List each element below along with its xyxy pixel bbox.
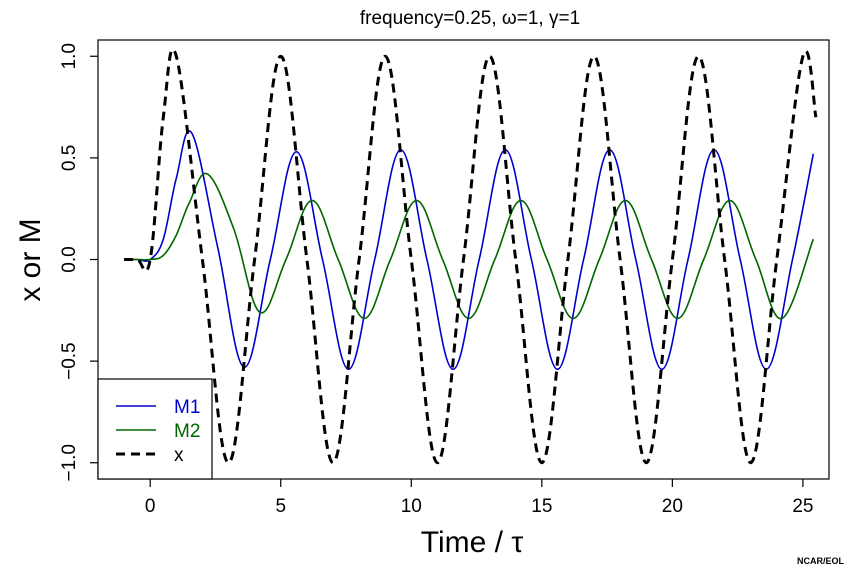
series-line-x <box>124 47 818 465</box>
legend-label-x: x <box>174 445 184 466</box>
y-axis: −1.0 −0.5 0.0 0.5 1.0 <box>59 43 98 481</box>
credit-label: NCAR/EOL <box>797 556 844 566</box>
y-tick-label: −1.0 <box>59 444 80 482</box>
chart-title: frequency=0.25, ω=1, γ=1 <box>360 8 580 29</box>
y-axis-label: x or M <box>14 218 47 301</box>
legend-box <box>97 378 213 480</box>
x-tick-label: 25 <box>792 496 813 517</box>
x-axis-label: Time / τ <box>421 526 524 559</box>
y-tick-label: −0.5 <box>59 342 80 380</box>
x-tick-label: 5 <box>275 496 286 517</box>
y-tick-label: 1.0 <box>59 43 80 69</box>
series-line-m2 <box>124 172 815 320</box>
x-tick-label: 15 <box>531 496 552 517</box>
x-tick-label: 10 <box>401 496 422 517</box>
x-tick-label: 20 <box>662 496 683 517</box>
y-tick-label: 0.5 <box>59 145 80 171</box>
y-tick-label: 0.0 <box>59 246 80 272</box>
x-axis: 0 5 10 15 20 25 <box>145 479 813 517</box>
series-group <box>124 47 818 465</box>
x-tick-label: 0 <box>145 496 156 517</box>
series-line-m1 <box>124 130 815 371</box>
legend: M1 M2 x <box>97 378 213 480</box>
legend-label-m2: M2 <box>174 421 200 442</box>
legend-label-m1: M1 <box>174 397 200 418</box>
